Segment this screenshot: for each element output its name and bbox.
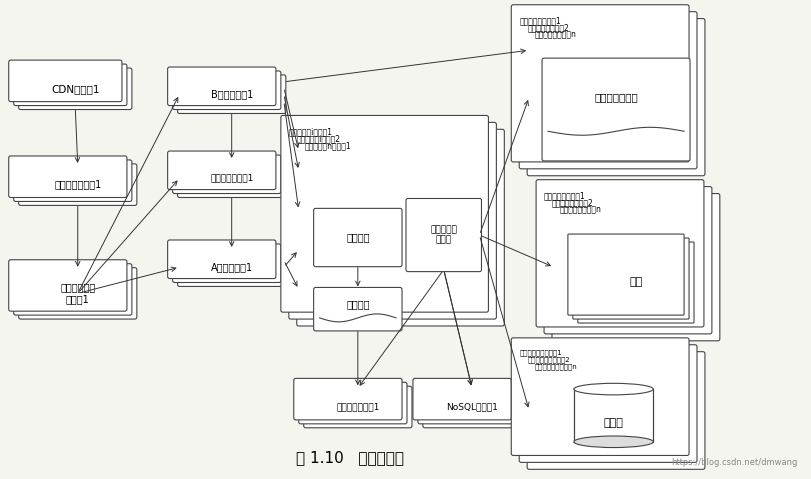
Text: 文件: 文件 [629,277,642,287]
FancyBboxPatch shape [314,287,402,331]
FancyBboxPatch shape [314,208,402,267]
Text: 分布式数据库服务器n: 分布式数据库服务器n [535,364,578,370]
FancyBboxPatch shape [423,386,521,428]
FancyBboxPatch shape [511,338,689,456]
FancyBboxPatch shape [178,248,285,286]
FancyBboxPatch shape [406,198,482,272]
Text: 分布式文件服务器2: 分布式文件服务器2 [552,198,594,207]
Text: 分布式缓存服务器1: 分布式缓存服务器1 [519,17,561,25]
FancyBboxPatch shape [178,159,285,197]
FancyBboxPatch shape [9,60,122,102]
Text: 分布式文件服务器1: 分布式文件服务器1 [544,192,586,201]
Text: 分布式服务n服务器1: 分布式服务n服务器1 [305,141,351,150]
FancyBboxPatch shape [536,180,704,327]
FancyBboxPatch shape [544,187,712,334]
Text: 本地缓存: 本地缓存 [346,299,370,309]
FancyBboxPatch shape [577,242,694,323]
FancyBboxPatch shape [552,194,720,341]
Text: NoSQL服务器1: NoSQL服务器1 [446,402,498,411]
FancyBboxPatch shape [294,378,402,420]
FancyBboxPatch shape [9,260,127,311]
FancyBboxPatch shape [168,67,276,105]
Text: 应用程序: 应用程序 [346,232,370,242]
Text: 分布式服务i服务器1: 分布式服务i服务器1 [289,127,333,137]
Text: CDN服务器1: CDN服务器1 [51,84,100,94]
Bar [574,389,654,442]
Ellipse shape [574,383,654,395]
FancyBboxPatch shape [298,382,407,424]
Ellipse shape [574,436,654,447]
FancyBboxPatch shape [14,264,132,315]
FancyBboxPatch shape [527,352,705,469]
Text: B应用服务器1: B应用服务器1 [211,89,253,99]
FancyBboxPatch shape [281,115,488,312]
FancyBboxPatch shape [568,234,684,315]
FancyBboxPatch shape [519,11,697,169]
FancyBboxPatch shape [173,155,281,194]
FancyBboxPatch shape [19,268,137,319]
FancyBboxPatch shape [9,156,127,197]
Text: 消息队列服务器1: 消息队列服务器1 [210,174,253,182]
FancyBboxPatch shape [413,378,511,420]
Text: A应用服务器1: A应用服务器1 [211,262,253,272]
Text: 远程分布式缓存: 远程分布式缓存 [594,92,638,103]
FancyBboxPatch shape [303,386,412,428]
FancyBboxPatch shape [542,58,690,161]
Text: 搜索引擎服务器1: 搜索引擎服务器1 [336,402,380,411]
FancyBboxPatch shape [173,71,281,110]
FancyBboxPatch shape [19,164,137,205]
FancyBboxPatch shape [14,64,127,105]
Text: 图 1.10   分布式服务: 图 1.10 分布式服务 [296,450,405,465]
FancyBboxPatch shape [173,244,281,283]
FancyBboxPatch shape [519,345,697,462]
FancyBboxPatch shape [289,122,496,319]
FancyBboxPatch shape [178,75,285,114]
Text: https://blog.csdn.net/dmwang: https://blog.csdn.net/dmwang [671,458,797,468]
Text: 数据库: 数据库 [603,418,624,428]
Text: 分布式服务i服务器2: 分布式服务i服务器2 [297,134,341,143]
Text: 负载均衡调度
服务器1: 负载均衡调度 服务器1 [60,283,96,304]
FancyBboxPatch shape [168,151,276,190]
Text: 分布式缓存服务器2: 分布式缓存服务器2 [527,23,569,33]
Text: 分布式文件服务器n: 分布式文件服务器n [560,205,602,215]
Text: 分布式数据库服务器2: 分布式数据库服务器2 [527,357,570,363]
FancyBboxPatch shape [573,238,689,319]
FancyBboxPatch shape [527,19,705,176]
Text: 分布式缓存服务器n: 分布式缓存服务器n [535,31,577,39]
Text: 统一数据访
问模块: 统一数据访 问模块 [431,225,457,245]
FancyBboxPatch shape [297,129,504,326]
FancyBboxPatch shape [168,240,276,279]
Text: 反向代理服务器1: 反向代理服务器1 [54,180,101,190]
FancyBboxPatch shape [511,5,689,162]
FancyBboxPatch shape [418,382,517,424]
FancyBboxPatch shape [19,68,132,110]
FancyBboxPatch shape [14,160,132,202]
Text: 分布式数据库服务器1: 分布式数据库服务器1 [519,350,562,356]
